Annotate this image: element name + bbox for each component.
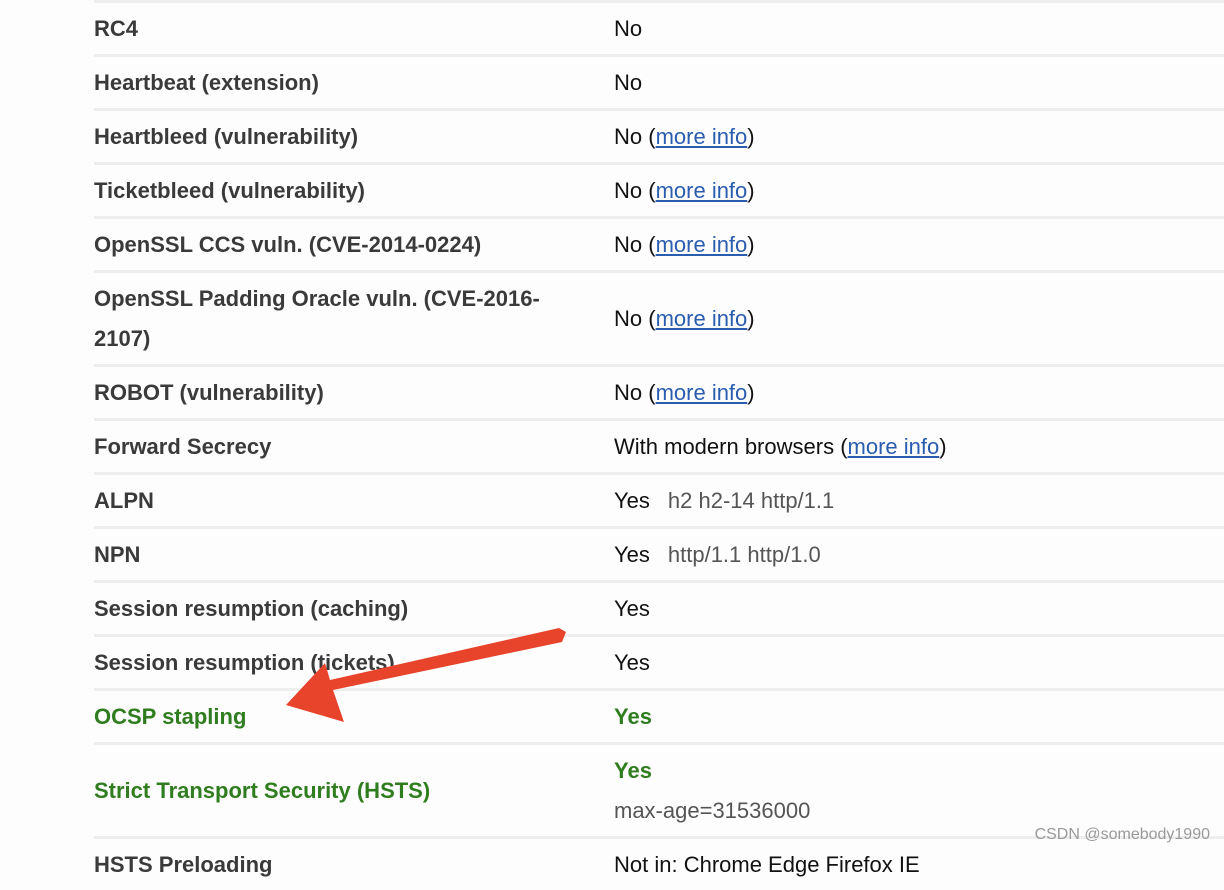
table-row: NPN Yes http/1.1 http/1.0 — [94, 526, 1224, 580]
row-label: ALPN — [94, 487, 154, 513]
more-info-link[interactable]: more info — [655, 305, 748, 331]
table-row: ROBOT (vulnerability) No (more info) — [94, 364, 1224, 418]
value-text: Yes — [614, 703, 652, 729]
row-value: Not in: Chrome Edge Firefox IE — [614, 845, 920, 885]
table-row: Heartbeat (extension) No — [94, 54, 1224, 108]
table-row: RC4 No — [94, 0, 1224, 54]
table-row: Heartbleed (vulnerability) No (more info) — [94, 108, 1224, 162]
row-label: OpenSSL CCS vuln. (CVE-2014-0224) — [94, 231, 482, 257]
value-text: Yes — [614, 757, 652, 783]
table-row: Ticketbleed (vulnerability) No (more info… — [94, 162, 1224, 216]
table-row: Strict Transport Security (HSTS) Yes max-a… — [94, 742, 1224, 836]
hsts-max-age: max-age=31536000 — [614, 797, 811, 823]
table-row: Session resumption (tickets) Yes — [94, 634, 1224, 688]
ssl-config-table: RC4 No Heartbeat (extension) No Heartbleed (… — [94, 0, 1224, 890]
more-info-link[interactable]: more info — [655, 379, 748, 405]
value-text: No — [614, 231, 643, 257]
more-info-link[interactable]: more info — [655, 231, 748, 257]
value-text: No — [614, 69, 643, 95]
value-text: Yes — [614, 487, 650, 513]
protocol-list: http/1.1 http/1.0 — [667, 541, 821, 567]
row-label: OCSP stapling — [94, 703, 247, 729]
row-value: No — [614, 63, 642, 103]
more-info-link[interactable]: more info — [655, 177, 748, 203]
row-value: Yes h2 h2-14 http/1.1 — [614, 481, 834, 521]
value-text: Yes — [614, 595, 650, 621]
value-text: Yes — [614, 541, 650, 567]
row-value: Yes max-age=31536000 — [614, 751, 810, 831]
row-label: Heartbeat (extension) — [94, 69, 319, 95]
row-label: Ticketbleed (vulnerability) — [94, 177, 366, 203]
value-text: No — [614, 15, 643, 41]
table-row: OCSP stapling Yes — [94, 688, 1224, 742]
row-label: Strict Transport Security (HSTS) — [94, 777, 431, 803]
row-value: No (more info) — [614, 379, 755, 405]
value-text: No — [614, 177, 643, 203]
value-text: No — [614, 379, 643, 405]
value-text: Yes — [614, 649, 650, 675]
row-label: Forward Secrecy — [94, 433, 272, 459]
value-text: No — [614, 123, 643, 149]
row-value: Yes — [614, 697, 652, 737]
value-text: Not in: Chrome Edge Firefox IE — [614, 851, 920, 877]
row-label: RC4 — [94, 15, 139, 41]
value-text: No — [614, 305, 643, 331]
table-row: Session resumption (caching) Yes — [94, 580, 1224, 634]
value-text: With modern browsers — [614, 433, 835, 459]
table-row: ALPN Yes h2 h2-14 http/1.1 — [94, 472, 1224, 526]
protocol-list: h2 h2-14 http/1.1 — [667, 487, 835, 513]
row-value: With modern browsers (more info) — [614, 433, 947, 459]
more-info-link[interactable]: more info — [655, 123, 748, 149]
row-value: Yes http/1.1 http/1.0 — [614, 535, 821, 575]
row-value: No (more info) — [614, 231, 755, 257]
row-label: Heartbleed (vulnerability) — [94, 123, 359, 149]
row-label: Session resumption (caching) — [94, 595, 409, 621]
table-row: OpenSSL Padding Oracle vuln. (CVE-2016-2… — [94, 270, 1224, 364]
row-label: NPN — [94, 541, 141, 567]
row-value: No (more info) — [614, 123, 755, 149]
row-label: Session resumption (tickets) — [94, 649, 395, 675]
row-value: No (more info) — [614, 177, 755, 203]
row-value: No — [614, 9, 642, 49]
table-row: OpenSSL CCS vuln. (CVE-2014-0224) No (mor… — [94, 216, 1224, 270]
table-row: HSTS Preloading Not in: Chrome Edge Firef… — [94, 836, 1224, 890]
row-label: HSTS Preloading — [94, 851, 273, 877]
row-label: OpenSSL Padding Oracle vuln. (CVE-2016-2… — [94, 285, 540, 351]
row-value: No (more info) — [614, 305, 755, 331]
table-row: Forward Secrecy With modern browsers (mor… — [94, 418, 1224, 472]
row-label: ROBOT (vulnerability) — [94, 379, 324, 405]
more-info-link[interactable]: more info — [847, 433, 940, 459]
row-value: Yes — [614, 589, 650, 629]
watermark: CSDN @somebody1990 — [1034, 826, 1210, 843]
row-value: Yes — [614, 643, 650, 683]
